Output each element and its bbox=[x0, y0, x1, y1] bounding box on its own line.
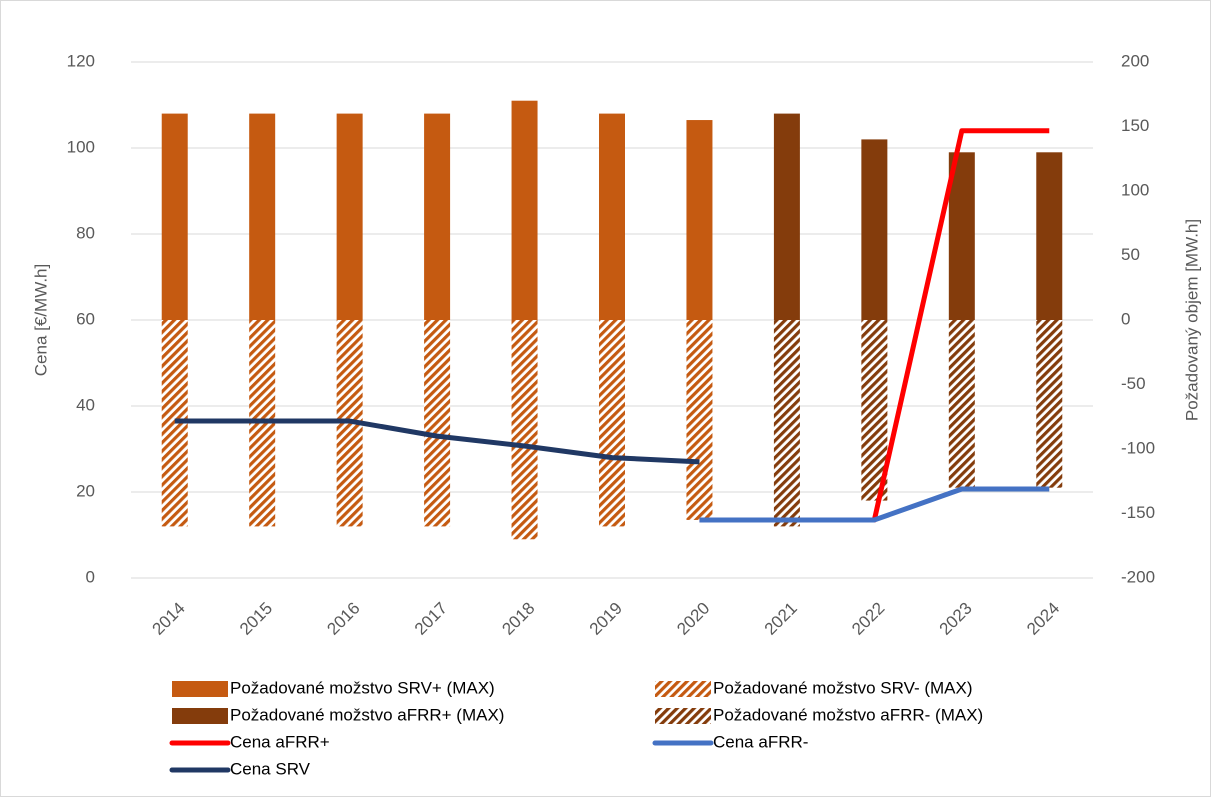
y2-tick-label: 150 bbox=[1121, 116, 1149, 135]
y2-tick-label: 50 bbox=[1121, 245, 1140, 264]
bar bbox=[249, 113, 276, 320]
legend-label: Požadované možstvo SRV+ (MAX) bbox=[230, 678, 495, 697]
bar bbox=[511, 320, 538, 540]
bar bbox=[948, 320, 975, 488]
legend-label: Požadované možstvo aFRR+ (MAX) bbox=[230, 705, 504, 724]
line bbox=[174, 418, 700, 465]
bar bbox=[424, 320, 451, 527]
y-tick-label: 40 bbox=[76, 395, 95, 414]
bar bbox=[599, 320, 625, 527]
legend-label: Cena aFRR+ bbox=[230, 732, 330, 751]
legend-swatch bbox=[172, 681, 228, 697]
bar bbox=[773, 113, 800, 320]
y2-tick-label: 0 bbox=[1121, 309, 1130, 328]
bar bbox=[1036, 152, 1063, 320]
bar bbox=[511, 100, 538, 320]
y2-tick-label: -200 bbox=[1121, 567, 1155, 586]
legend-swatch bbox=[172, 708, 228, 724]
y2-tick-label: -100 bbox=[1121, 438, 1155, 457]
y-tick-label: 120 bbox=[67, 51, 95, 70]
bar bbox=[861, 139, 888, 320]
bar bbox=[336, 113, 363, 320]
y2-axis-title: Požadovaný objem [MW.h] bbox=[1182, 219, 1201, 421]
bar bbox=[686, 120, 713, 320]
bar bbox=[1036, 320, 1063, 488]
y-tick-label: 80 bbox=[76, 223, 95, 242]
y-axis-title: Cena [€/MW.h] bbox=[31, 264, 50, 376]
y-tick-label: 20 bbox=[76, 481, 95, 500]
y2-tick-label: 100 bbox=[1121, 180, 1149, 199]
bar bbox=[599, 113, 625, 320]
y2-tick-label: -50 bbox=[1121, 374, 1146, 393]
y-tick-label: 0 bbox=[86, 567, 95, 586]
legend-swatch bbox=[655, 681, 711, 697]
y-tick-label: 60 bbox=[76, 309, 95, 328]
legend-swatch bbox=[655, 708, 711, 724]
y-tick-label: 100 bbox=[67, 137, 95, 156]
bar bbox=[686, 320, 713, 520]
legend-label: Cena SRV bbox=[230, 759, 311, 778]
bar bbox=[161, 113, 188, 320]
bar bbox=[424, 113, 451, 320]
y2-tick-label: -150 bbox=[1121, 503, 1155, 522]
legend-label: Cena aFRR- bbox=[713, 732, 808, 751]
y2-tick-label: 200 bbox=[1121, 51, 1149, 70]
line bbox=[699, 486, 1050, 523]
legend-label: Požadované možstvo SRV- (MAX) bbox=[713, 678, 973, 697]
legend-label: Požadované možstvo aFRR- (MAX) bbox=[713, 705, 983, 724]
bar bbox=[773, 320, 800, 527]
